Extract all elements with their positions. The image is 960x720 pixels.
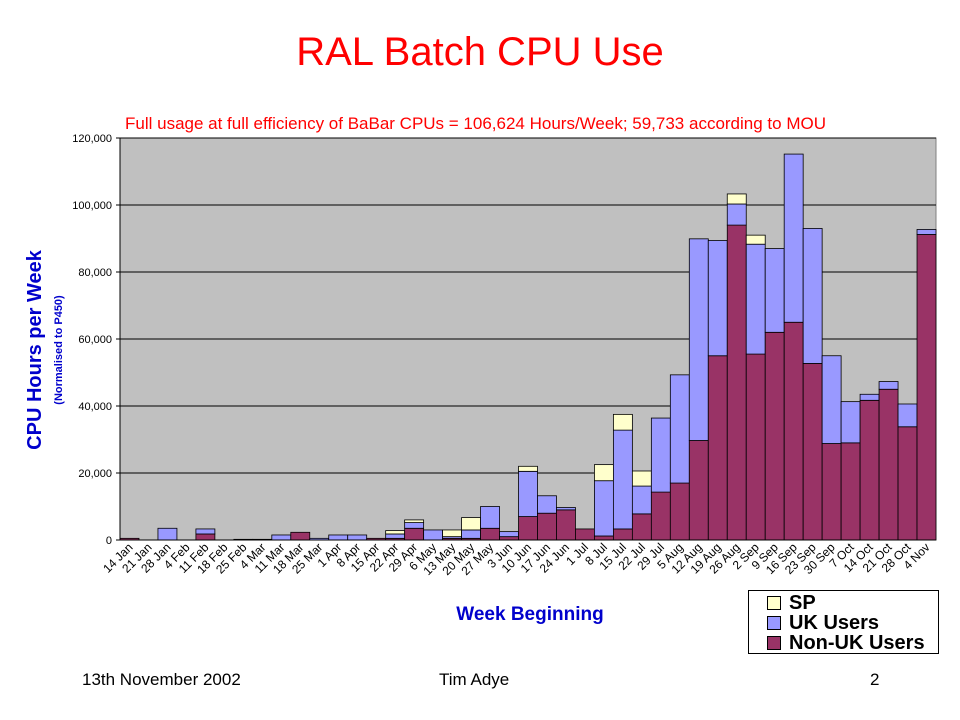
bar-nonuk [537,512,557,541]
bar-nonuk [764,331,785,541]
bar-uk [726,203,747,226]
y-tick-labels: 0 20,000 40,000 60,000 80,000 100,000 120,000 [72,133,112,547]
bar-uk [157,527,178,541]
bar-uk [650,417,671,493]
bar-sp [385,530,406,535]
y-tick-label: 60,000 [78,334,112,346]
legend-swatch-uk [767,616,781,630]
bar-nonuk [802,363,823,541]
bar-uk [821,355,842,444]
bar-uk [802,228,823,364]
bar-sp [594,464,614,482]
bar-nonuk [480,527,500,541]
y-tick-label: 100,000 [72,200,112,212]
axes [116,137,936,541]
footer-date: 13th November 2002 [82,670,241,689]
y-tick-label: 40,000 [78,401,112,413]
legend: SP UK Users Non-UK Users [748,590,939,654]
bar-uk [707,240,728,357]
bar-nonuk [897,426,918,541]
legend-swatch-sp [767,596,781,610]
bar-uk [271,534,292,541]
bar-nonuk [594,535,614,541]
bar-uk [612,429,633,530]
bar-sp [745,234,766,245]
bar-uk [783,153,804,323]
bar-sp [404,519,425,523]
legend-item-nonuk: Non-UK Users [767,631,938,654]
bar-sp [726,193,747,205]
bar-uk [423,529,444,541]
bar-nonuk [556,509,576,541]
bar-uk [461,529,481,539]
bar-uk [518,470,538,517]
bar-uk [897,403,918,428]
footer-page-number: 2 [870,670,880,689]
legend-item-sp: SP [767,591,938,614]
bar-nonuk [726,224,747,541]
bar-nonuk [290,531,311,541]
y-tick-label: 80,000 [78,267,112,279]
bar-uk [840,401,861,444]
bar-nonuk [840,442,861,541]
bar-sp [631,470,652,487]
bar-sp [461,517,481,531]
bar-nonuk [669,482,690,541]
y-axis-title: CPU Hours per Week [24,249,46,450]
bar-uk [688,238,709,441]
bar-uk [404,522,425,529]
legend-label-sp: SP [789,591,816,614]
bar-uk [347,534,368,541]
bar-sp [612,413,633,431]
y-tick-label: 0 [106,535,112,547]
legend-label-uk: UK Users [789,611,880,634]
bar-uk [385,533,406,539]
bar-uk [878,381,899,390]
legend-label-nonuk: Non-UK Users [789,631,925,654]
bar-uk [594,480,614,537]
y-tick-label: 20,000 [78,468,112,480]
y-axis-subtitle: (Normalised to P450) [53,295,65,405]
bar-nonuk [745,353,766,541]
legend-item-uk: UK Users [767,611,938,634]
chart-subtitle: Full usage at full efficiency of BaBar C… [125,114,826,133]
bar-uk [631,485,652,515]
bar-sp [518,465,538,472]
bar-uk [764,248,785,333]
x-axis-title: Week Beginning [456,604,603,625]
bar-uk [537,495,557,514]
bar-uk [669,374,690,484]
y-tick-label: 120,000 [72,133,112,145]
bar-nonuk [612,528,633,541]
bar-nonuk [499,536,519,541]
bar-uk [195,528,216,535]
bar-uk [499,531,519,538]
bar-nonuk [195,533,216,541]
bar-uk [480,506,500,529]
bar-sp [442,529,462,538]
bar-nonuk [878,388,899,541]
footer-author: Tim Adye [439,670,510,689]
bar-uk [328,534,349,541]
bar-nonuk [631,513,652,541]
bar-nonuk [575,528,595,541]
bar-uk [745,243,766,355]
bar-nonuk [707,355,728,541]
bar-uk [916,229,937,235]
bar-nonuk [859,399,880,541]
bar-nonuk [783,321,804,541]
bar-nonuk [518,516,538,541]
slide-title: RAL Batch CPU Use [296,30,664,74]
legend-swatch-nonuk [767,636,781,650]
bars [119,153,937,541]
bar-nonuk [404,527,425,541]
bar-uk [859,393,880,401]
bar-nonuk [821,443,842,541]
bar-nonuk [650,491,671,541]
bar-uk [556,507,576,511]
bar-nonuk [688,440,709,541]
bar-nonuk [916,234,937,541]
